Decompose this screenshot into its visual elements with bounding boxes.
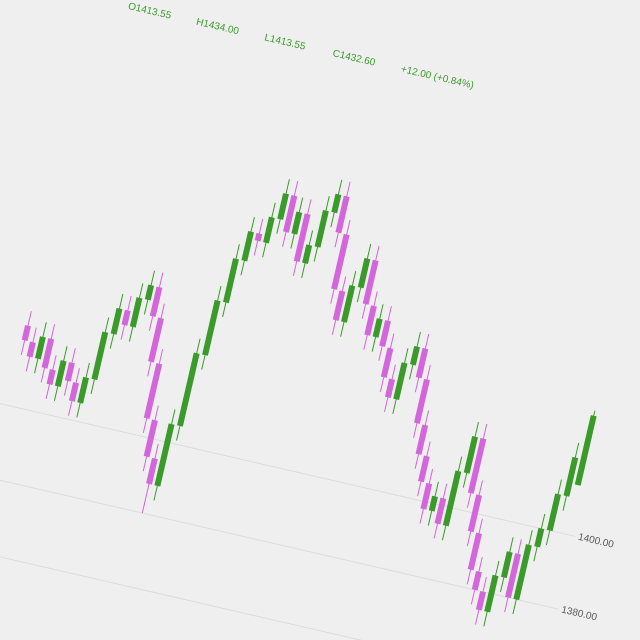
- grid-line: [0, 357, 576, 537]
- candle-body: [110, 307, 123, 335]
- candle-body: [380, 347, 394, 378]
- candle-body: [463, 435, 478, 474]
- candle-body: [77, 376, 89, 404]
- header-high: H1434.00: [195, 17, 240, 38]
- candle-body: [384, 378, 395, 399]
- candle-body: [21, 325, 31, 341]
- candle-body: [546, 493, 562, 532]
- candle-body: [223, 258, 239, 304]
- header-change: +12.00 (+0.84%): [400, 64, 475, 91]
- candle-body: [415, 424, 429, 455]
- header-open: O1413.55: [127, 1, 173, 22]
- candle-body: [331, 233, 350, 290]
- candle-body: [54, 360, 67, 387]
- candle-body: [64, 362, 75, 382]
- header-close: C1432.60: [332, 48, 377, 69]
- candle-body: [293, 213, 311, 263]
- header-low: L1413.55: [263, 33, 307, 53]
- candle-body: [277, 193, 289, 220]
- candle-body: [379, 320, 391, 347]
- y-tick-label: 1380.00: [560, 605, 598, 624]
- candle-body: [302, 244, 313, 264]
- candle-body: [254, 232, 263, 242]
- candle-body: [177, 352, 200, 427]
- candle-body: [563, 456, 579, 497]
- candle-body: [500, 551, 513, 579]
- candle-body: [442, 470, 462, 527]
- candle-body: [505, 553, 521, 599]
- candle-body: [534, 527, 545, 548]
- candle-body: [341, 285, 356, 323]
- candle-body: [144, 284, 155, 301]
- grid-line: [0, 502, 542, 640]
- candle-body: [513, 544, 532, 601]
- candle-body: [467, 532, 482, 571]
- candle-body: [283, 195, 298, 233]
- candle-body: [484, 574, 499, 613]
- candle-body: [46, 369, 56, 386]
- candle-body: [467, 437, 487, 494]
- candle-body: [314, 209, 329, 248]
- candle-body: [332, 290, 346, 321]
- candle-body: [357, 257, 371, 289]
- candle-body: [143, 419, 158, 458]
- candle-body: [68, 382, 79, 402]
- candle-body: [420, 482, 433, 510]
- candle-body: [34, 336, 46, 360]
- candle-body: [202, 299, 221, 356]
- candle-body: [393, 362, 408, 400]
- candle-body: [335, 195, 350, 234]
- candle-body: [372, 318, 383, 338]
- candle-body: [434, 497, 447, 525]
- candle-body: [263, 216, 275, 244]
- candle-body: [467, 494, 483, 533]
- candle-body: [148, 317, 164, 363]
- candle-body: [409, 345, 420, 366]
- candle-body: [413, 378, 430, 424]
- candle-body: [418, 455, 430, 483]
- candle-body: [364, 305, 377, 336]
- y-tick-label: 1400.00: [577, 532, 615, 551]
- candle-body: [415, 347, 429, 379]
- candle-body: [143, 363, 163, 419]
- candle-body: [331, 193, 342, 214]
- candle-body: [291, 211, 303, 235]
- candle-body: [428, 495, 438, 512]
- grid-line: [0, 429, 559, 610]
- candle-body: [146, 457, 158, 485]
- candle-body: [362, 259, 379, 305]
- candle-body: [129, 297, 143, 328]
- candle-body: [241, 230, 254, 262]
- candle-body: [471, 570, 482, 591]
- candle-body: [41, 338, 55, 369]
- candle-body: [149, 286, 163, 317]
- candle-body: [475, 591, 486, 611]
- candle-body: [574, 415, 597, 486]
- candle-body: [91, 331, 109, 381]
- candle-body: [26, 341, 36, 358]
- candle-body: [154, 423, 175, 487]
- candle-body: [121, 309, 131, 326]
